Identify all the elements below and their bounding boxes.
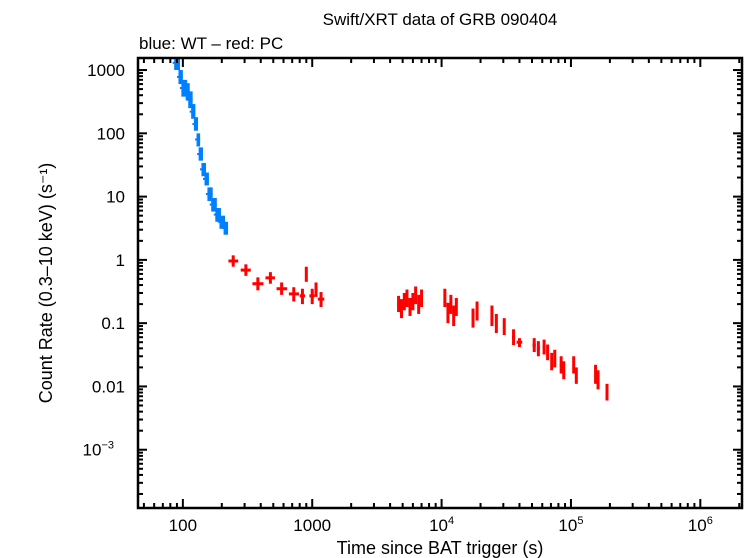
y-axis-label: Count Rate (0.3–10 keV) (s⁻¹) xyxy=(36,163,56,404)
y-tick-label: 10 xyxy=(106,188,125,207)
pc-data-point xyxy=(314,282,318,297)
x-axis-label: Time since BAT trigger (s) xyxy=(337,538,544,558)
pc-data-point xyxy=(452,305,456,327)
y-tick-label: 10−3 xyxy=(83,440,114,460)
y-axis: 1000 100 10 1 0.1 0.01 10−3 xyxy=(83,61,742,495)
pc-data-point xyxy=(559,356,563,374)
y-tick-label: 1 xyxy=(116,251,125,270)
x-axis: 100 1000 104 105 106 xyxy=(142,58,741,535)
pc-data-point xyxy=(532,338,536,353)
pc-data-point xyxy=(397,295,401,313)
chart-subtitle: blue: WT – red: PC xyxy=(139,34,283,53)
x-tick-label: 105 xyxy=(558,515,583,535)
pc-data-point xyxy=(228,255,239,267)
pc-data-point xyxy=(402,292,406,311)
x-tick-label: 104 xyxy=(429,515,454,535)
pc-data-point xyxy=(265,272,275,284)
pc-data-point xyxy=(443,288,447,308)
wt-data-point xyxy=(174,58,180,71)
pc-data-point xyxy=(411,292,415,311)
chart-title: Swift/XRT data of GRB 090404 xyxy=(323,10,558,29)
y-tick-label: 1000 xyxy=(87,61,125,80)
pc-data-point xyxy=(596,370,600,390)
pc-data-point xyxy=(490,305,494,327)
pc-data-point xyxy=(494,313,498,333)
pc-data-point xyxy=(446,302,450,324)
y-tick-label: 0.1 xyxy=(101,314,125,333)
pc-data-point xyxy=(511,329,516,346)
pc-data-point xyxy=(400,299,404,319)
plot-area xyxy=(172,58,609,401)
x-tick-label: 100 xyxy=(169,516,197,535)
plot-frame xyxy=(136,56,744,510)
series-wt xyxy=(172,58,229,235)
pc-data-point xyxy=(542,339,546,355)
pc-data-point xyxy=(574,367,578,384)
pc-data-point xyxy=(550,352,554,371)
pc-data-point xyxy=(299,288,306,305)
pc-data-point xyxy=(276,282,288,295)
x-tick-label: 1000 xyxy=(293,516,331,535)
pc-data-point xyxy=(605,383,609,401)
pc-data-point xyxy=(536,341,540,357)
pc-data-point xyxy=(562,361,566,380)
pc-data-point xyxy=(546,344,550,361)
pc-data-point xyxy=(417,294,421,314)
series-pc xyxy=(228,255,609,401)
pc-data-point xyxy=(553,349,557,368)
pc-data-point xyxy=(449,294,453,314)
pc-data-point xyxy=(309,288,315,305)
pc-data-point xyxy=(516,338,523,348)
pc-data-point xyxy=(414,286,418,305)
pc-data-point xyxy=(288,287,299,302)
pc-data-point xyxy=(317,292,325,308)
pc-data-point xyxy=(252,277,264,291)
y-tick-label: 100 xyxy=(97,124,125,143)
pc-data-point xyxy=(471,308,475,328)
pc-data-point xyxy=(454,297,458,316)
pc-data-point xyxy=(594,364,598,384)
x-tick-label: 106 xyxy=(688,515,713,535)
pc-data-point xyxy=(304,266,308,282)
pc-data-point xyxy=(408,297,412,316)
pc-data-point xyxy=(572,356,576,374)
pc-data-point xyxy=(405,289,409,308)
pc-data-point xyxy=(502,318,506,336)
pc-data-point xyxy=(420,289,424,308)
pc-data-point xyxy=(240,264,251,276)
y-tick-label: 0.01 xyxy=(92,377,125,396)
pc-data-point xyxy=(475,301,479,321)
